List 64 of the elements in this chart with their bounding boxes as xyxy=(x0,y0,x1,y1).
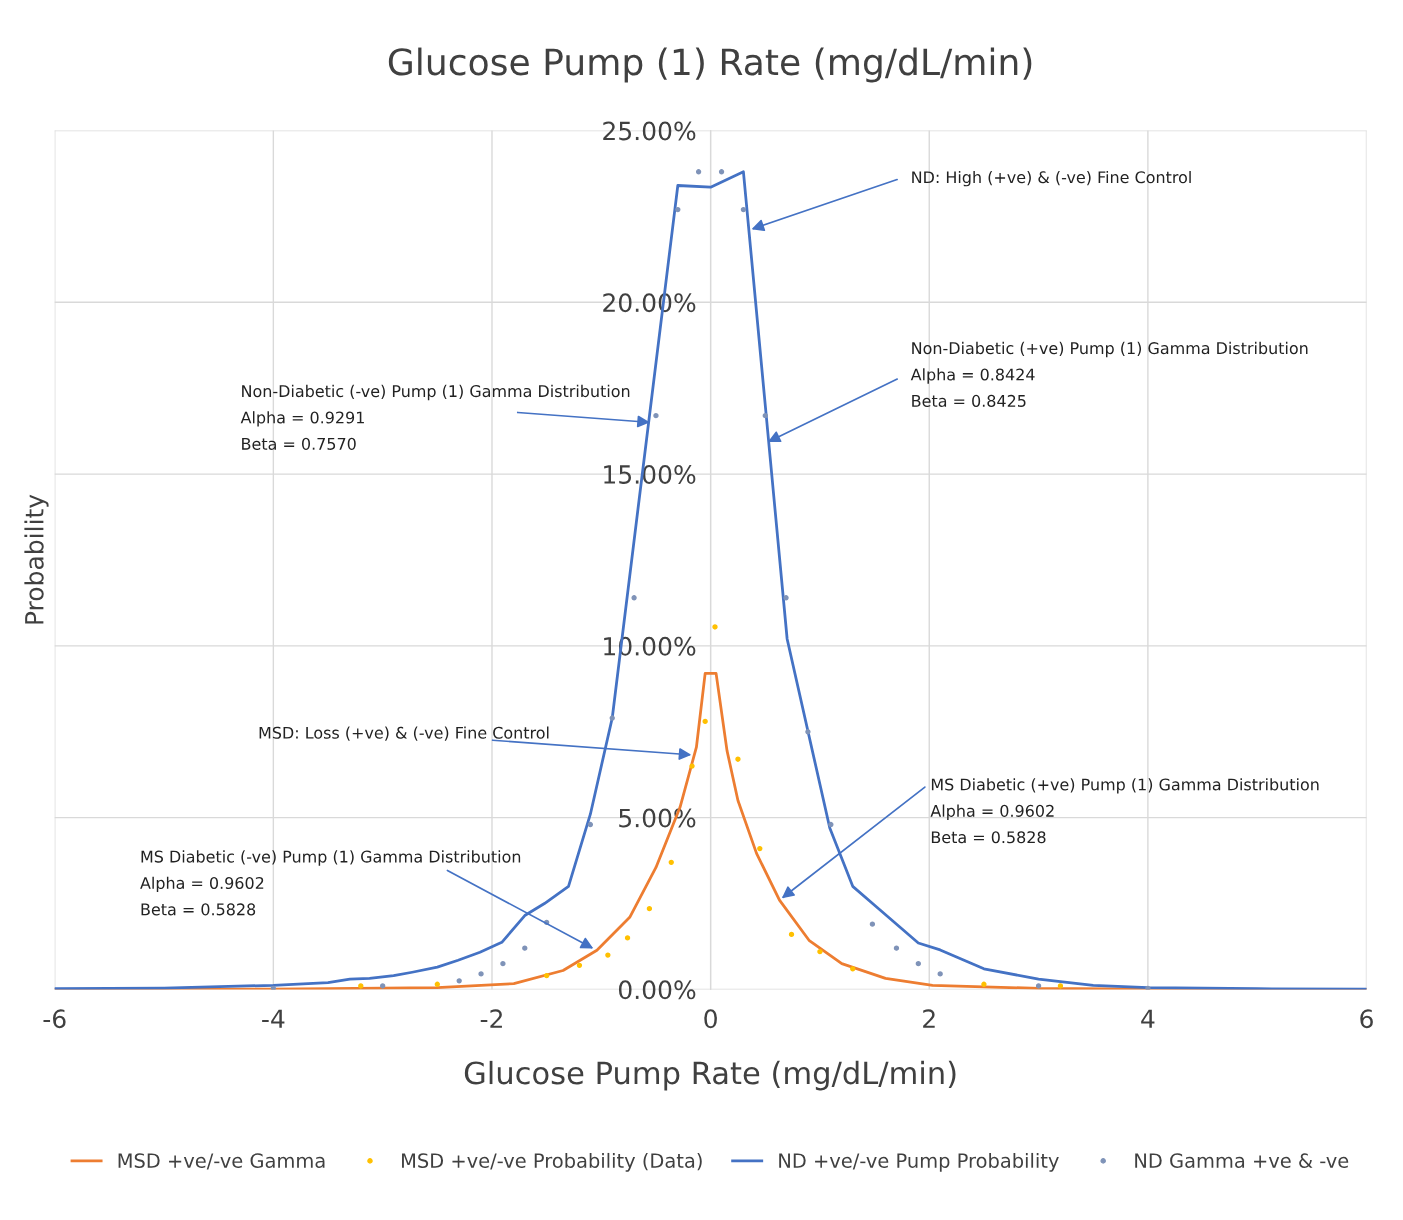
point xyxy=(543,973,550,979)
point xyxy=(757,845,763,852)
point xyxy=(915,960,921,967)
point xyxy=(1035,983,1042,989)
point xyxy=(805,729,811,735)
point xyxy=(624,935,631,941)
point xyxy=(981,981,987,987)
point xyxy=(522,945,528,951)
point xyxy=(817,948,823,955)
annotation: ND: High (+ve) & (-ve) Fine Control xyxy=(912,170,1191,187)
x-tick-label: -2 xyxy=(480,1009,502,1028)
point xyxy=(270,985,277,990)
legend-label: ND +ve/-ve Pump Probability xyxy=(779,1152,1059,1172)
point xyxy=(712,624,718,630)
point xyxy=(500,960,506,967)
point xyxy=(605,952,611,958)
point xyxy=(587,821,594,828)
x-tick-label: -6 xyxy=(43,1009,66,1029)
point xyxy=(675,206,681,213)
annotation: Non-Diabetic (-ve) Pump (1) Gamma Distribution Alpha = 0.9291 Beta = 0.7570 xyxy=(240,384,630,450)
point xyxy=(783,595,789,601)
point xyxy=(358,983,364,989)
annotation: Non-Diabetic (+ve) Pump (1) Gamma Distribution Alpha = 0.8424 Beta = 0.8425 xyxy=(910,341,1308,407)
point xyxy=(718,169,725,175)
x-axis-title: Glucose Pump Rate (mg/dL/min) xyxy=(464,1060,956,1091)
x-tick-label: 4 xyxy=(1141,1009,1155,1028)
point xyxy=(893,945,900,951)
annotation: MS Diabetic (-ve) Pump (1) Gamma Distribution Alpha = 0.9602 Beta = 0.5828 xyxy=(140,850,521,916)
point xyxy=(869,921,876,927)
legend-label: ND Gamma +ve & -ve xyxy=(1135,1153,1349,1168)
point xyxy=(689,763,695,769)
point xyxy=(850,966,856,972)
annotation: MSD: Loss (+ve) & (-ve) Fine Control xyxy=(259,726,549,741)
point xyxy=(828,821,834,828)
point xyxy=(788,931,795,938)
point xyxy=(631,595,637,601)
legend-label: MSD +ve/-ve Probability (Data) xyxy=(402,1152,702,1172)
point xyxy=(695,169,702,175)
point xyxy=(1057,983,1064,989)
point xyxy=(380,983,386,989)
legend-label: MSD +ve/-ve Gamma xyxy=(118,1153,325,1170)
y-axis-title: Probability xyxy=(24,494,49,624)
point xyxy=(702,718,708,725)
point xyxy=(1145,985,1151,990)
x-tick-label: 2 xyxy=(923,1009,935,1028)
point xyxy=(937,971,943,977)
point xyxy=(668,859,674,865)
point xyxy=(478,971,484,977)
chart-title: Glucose Pump (1) Rate (mg/dL/min) xyxy=(388,47,1032,83)
point xyxy=(456,978,462,984)
point xyxy=(646,906,653,912)
point xyxy=(762,413,768,419)
y-tick-label: 25.00% xyxy=(603,121,696,141)
y-tick-label: 0.00% xyxy=(618,980,696,1000)
point xyxy=(735,756,741,762)
point xyxy=(653,413,659,419)
point xyxy=(576,962,583,969)
point xyxy=(740,206,747,213)
x-tick-label: -4 xyxy=(262,1009,285,1028)
point xyxy=(609,715,615,721)
x-tick-label: 6 xyxy=(1360,1009,1373,1029)
point xyxy=(434,981,440,987)
annotation: MS Diabetic (+ve) Pump (1) Gamma Distribution Alpha = 0.9602 Beta = 0.5828 xyxy=(930,778,1319,844)
x-tick-label: 0 xyxy=(704,1009,717,1029)
